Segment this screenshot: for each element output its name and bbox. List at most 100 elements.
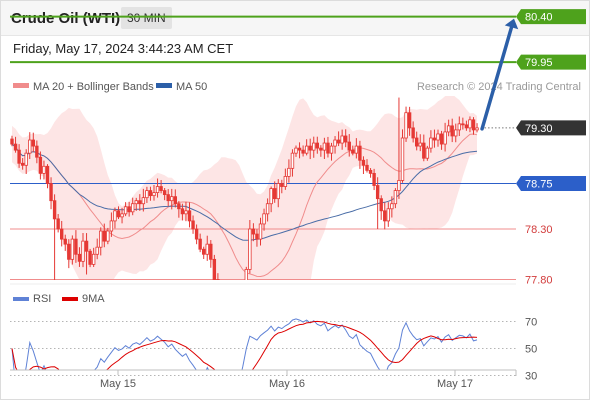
- candle: [361, 156, 366, 174]
- candle: [414, 131, 419, 151]
- candle: [390, 196, 394, 218]
- candle: [99, 227, 103, 256]
- candle: [283, 168, 288, 190]
- price-badge-support: 77.80: [525, 275, 553, 287]
- x-axis: May 15 May 16 May 17: [100, 370, 473, 390]
- candle: [333, 136, 337, 154]
- candle: [276, 179, 280, 208]
- candle: [155, 178, 160, 198]
- candle: [468, 116, 472, 133]
- candle: [60, 220, 64, 247]
- candle: [216, 273, 220, 280]
- candle: [439, 130, 444, 150]
- forecast-arrow-head: [504, 18, 519, 30]
- price-badge-last: 79.30: [516, 120, 586, 136]
- legend-rsi-swatch: [13, 297, 29, 301]
- legend-ma50-label: MA 50: [176, 81, 207, 93]
- candle: [365, 159, 369, 173]
- candle: [393, 188, 398, 209]
- candle: [326, 136, 330, 158]
- price-badge-support: 78.30: [525, 224, 553, 236]
- candle: [258, 217, 263, 246]
- price-level-label: 79.95: [525, 57, 553, 69]
- bollinger-bands: [12, 96, 477, 280]
- candle: [269, 186, 273, 213]
- candle: [49, 177, 53, 210]
- candle: [177, 201, 181, 218]
- candle: [400, 129, 405, 183]
- candle: [81, 232, 85, 268]
- rsi-tick-label: 30: [525, 371, 537, 383]
- ma50-line: [11, 143, 478, 241]
- candle: [95, 238, 99, 260]
- candle: [375, 177, 380, 229]
- timeframe-badge[interactable]: 30 MIN: [121, 7, 172, 29]
- rsi-9ma-line: [11, 320, 478, 370]
- research-credit: Research © 2024 Trading Central: [417, 81, 581, 93]
- candle: [145, 186, 149, 203]
- x-tick-label: May 16: [269, 378, 305, 390]
- candle: [56, 214, 60, 233]
- candle: [70, 235, 75, 265]
- rsi-tick-label: 70: [525, 317, 537, 329]
- candle: [20, 158, 25, 170]
- candle: [127, 201, 131, 217]
- candle: [404, 106, 408, 142]
- candle: [173, 189, 177, 208]
- candle: [464, 120, 469, 131]
- candle: [358, 140, 362, 169]
- candle: [88, 248, 92, 268]
- candle: [319, 145, 323, 157]
- price-badge-resistance: 80.40: [516, 9, 586, 25]
- candle: [184, 201, 188, 222]
- candle: [265, 198, 270, 222]
- candle: [383, 202, 387, 230]
- candle: [138, 194, 142, 211]
- candle: [446, 119, 451, 137]
- candle: [205, 235, 209, 261]
- candle: [351, 145, 355, 156]
- forecast-overlay: [480, 18, 519, 131]
- candle: [272, 181, 277, 203]
- candle: [290, 149, 295, 177]
- candle: [315, 136, 319, 154]
- instrument-title: Crude Oil (WTI): [11, 10, 121, 27]
- candle: [397, 97, 401, 199]
- candle: [52, 194, 57, 280]
- candle: [347, 134, 351, 157]
- legend-ma20-swatch: [13, 83, 29, 88]
- candle: [116, 206, 121, 219]
- price-level-label: 77.80: [525, 275, 553, 287]
- candle: [294, 145, 298, 157]
- candle: [198, 233, 202, 253]
- candle: [10, 135, 14, 147]
- candle: [84, 233, 89, 275]
- candle: [231, 316, 234, 365]
- candle: [120, 207, 124, 224]
- candle: [336, 131, 341, 147]
- candle: [407, 106, 412, 136]
- candle: [280, 179, 284, 194]
- candle: [461, 117, 465, 130]
- candle: [106, 227, 110, 245]
- candle: [194, 224, 199, 245]
- candle: [411, 121, 415, 143]
- candle: [443, 122, 447, 152]
- candle: [457, 116, 461, 137]
- candle: [148, 186, 153, 201]
- candle: [63, 234, 67, 251]
- bollinger-band-area: [12, 96, 477, 280]
- candle: [255, 229, 259, 247]
- candle: [418, 134, 422, 152]
- price-levels: [10, 15, 516, 281]
- header-bar: [1, 1, 589, 36]
- legend-rsi-label: RSI: [33, 293, 51, 305]
- candle: [340, 129, 344, 150]
- candle: [109, 212, 114, 237]
- candle: [471, 117, 476, 135]
- candlesticks: [10, 97, 479, 365]
- x-tick-label: May 17: [437, 378, 473, 390]
- ma20-line: [11, 133, 478, 278]
- candle: [354, 138, 359, 159]
